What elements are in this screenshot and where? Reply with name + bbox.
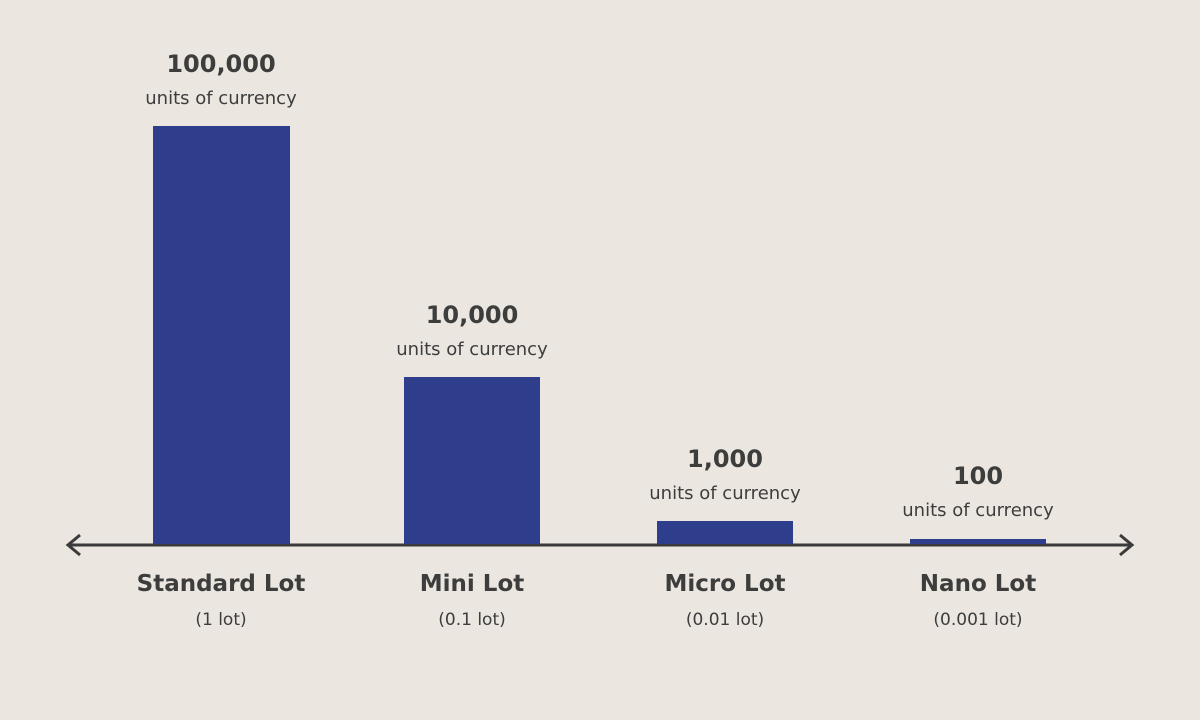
unit-label: units of currency bbox=[396, 339, 548, 360]
category-sublabel: (0.1 lot) bbox=[438, 610, 506, 630]
category-label: Standard Lot bbox=[136, 571, 306, 597]
category-sublabel: (0.001 lot) bbox=[933, 610, 1023, 630]
value-label: 100 bbox=[952, 462, 1004, 490]
category-label: Micro Lot bbox=[664, 571, 786, 597]
value-label: 10,000 bbox=[425, 301, 519, 329]
value-label: 100,000 bbox=[166, 50, 276, 78]
category-label: Nano Lot bbox=[919, 571, 1037, 597]
unit-label: units of currency bbox=[145, 88, 297, 109]
bar-standard-lot bbox=[153, 126, 290, 544]
category-sublabel: (1 lot) bbox=[195, 610, 247, 630]
unit-label: units of currency bbox=[649, 483, 801, 504]
bar-micro-lot bbox=[657, 521, 793, 544]
arrow-right-icon bbox=[1119, 533, 1135, 557]
bar-nano-lot bbox=[910, 539, 1046, 544]
unit-label: units of currency bbox=[902, 500, 1054, 521]
bar-mini-lot bbox=[404, 377, 540, 544]
value-label: 1,000 bbox=[687, 445, 763, 473]
category-label: Mini Lot bbox=[419, 571, 525, 597]
arrow-left-icon bbox=[65, 533, 81, 557]
category-sublabel: (0.01 lot) bbox=[685, 610, 765, 630]
